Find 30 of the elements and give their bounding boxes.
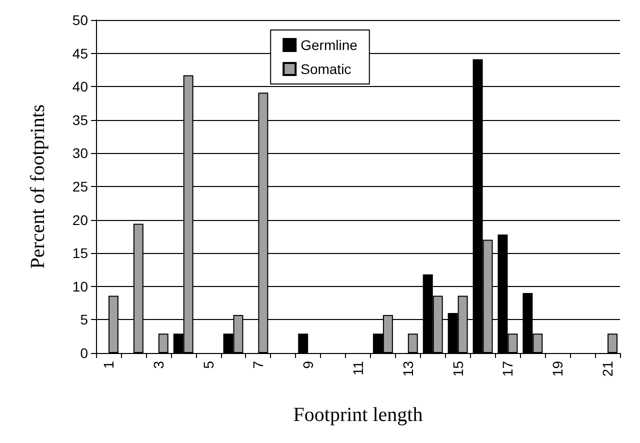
y-tick-label: 20 (72, 212, 88, 228)
x-tick-label: 17 (500, 360, 516, 377)
x-tick-label: 3 (150, 360, 166, 369)
legend-label: Somatic (300, 61, 352, 77)
x-tick-label: 13 (400, 360, 416, 377)
y-tick-label: 50 (72, 12, 88, 28)
bar (298, 334, 308, 353)
y-tick-label: 35 (72, 112, 88, 128)
y-tick-label: 30 (72, 145, 88, 162)
y-tick-label: 0 (80, 345, 88, 361)
y-axis-title: Percent of footprints (27, 104, 49, 269)
y-tick-label: 25 (72, 178, 88, 194)
x-tick-label: 19 (550, 360, 566, 377)
x-tick-label: 1 (100, 360, 116, 369)
legend-label: Germline (300, 37, 358, 53)
x-tick-label: 15 (450, 360, 466, 377)
x-tick-label: 9 (300, 360, 316, 369)
y-tick-label: 40 (72, 78, 88, 95)
y-tick-label: 10 (72, 278, 88, 294)
x-tick-label: 21 (600, 360, 616, 377)
bar (608, 334, 618, 353)
x-tick-label: 5 (200, 360, 216, 369)
x-tick-label: 11 (350, 360, 366, 376)
y-tick-label: 15 (72, 245, 88, 262)
y-tick-label: 45 (72, 45, 88, 62)
bar (158, 334, 168, 353)
y-tick-label: 5 (80, 312, 88, 328)
x-tick-label: 7 (250, 360, 266, 369)
bar (408, 334, 418, 353)
x-axis-title: Footprint length (293, 404, 423, 426)
